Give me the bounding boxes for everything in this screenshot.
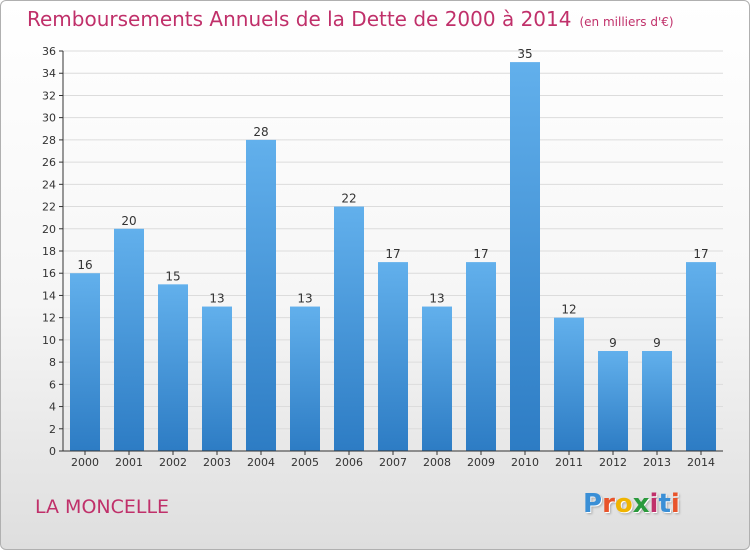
x-tick-label: 2014	[687, 456, 715, 469]
y-tick-label: 34	[42, 67, 56, 80]
x-tick-label: 2008	[423, 456, 451, 469]
bar	[202, 306, 232, 451]
x-tick-label: 2000	[71, 456, 99, 469]
logo-letter: P	[583, 489, 603, 519]
y-tick-label: 10	[42, 334, 56, 347]
bar	[422, 306, 452, 451]
data-label: 17	[693, 247, 708, 261]
data-label: 22	[341, 192, 356, 206]
x-tick-label: 2012	[599, 456, 627, 469]
x-tick-label: 2002	[159, 456, 187, 469]
commune-name: LA MONCELLE	[35, 496, 170, 518]
y-tick-label: 20	[42, 223, 56, 236]
y-tick-label: 32	[42, 89, 56, 102]
logo-letter: o	[614, 489, 633, 519]
y-tick-label: 36	[42, 45, 56, 58]
x-tick-label: 2006	[335, 456, 363, 469]
bar	[642, 351, 672, 451]
bar	[114, 228, 144, 451]
bar	[246, 139, 276, 451]
y-tick-label: 30	[42, 112, 56, 125]
x-tick-label: 2011	[555, 456, 583, 469]
y-tick-label: 4	[49, 401, 56, 414]
logo-letter: i	[670, 489, 680, 519]
logo-letter: i	[649, 489, 659, 519]
y-tick-label: 0	[49, 445, 56, 458]
bar	[334, 206, 364, 451]
y-tick-label: 14	[42, 289, 56, 302]
x-tick-label: 2010	[511, 456, 539, 469]
x-tick-label: 2001	[115, 456, 143, 469]
y-tick-label: 6	[49, 378, 56, 391]
y-tick-label: 8	[49, 356, 56, 369]
x-tick-label: 2013	[643, 456, 671, 469]
data-label: 9	[609, 336, 617, 350]
bar	[70, 273, 100, 451]
unit-subtitle: (en milliers d'€)	[579, 15, 674, 29]
x-tick-label: 2004	[247, 456, 275, 469]
y-tick-label: 26	[42, 156, 56, 169]
data-label: 20	[121, 214, 136, 228]
y-tick-label: 24	[42, 178, 56, 191]
data-label: 17	[473, 247, 488, 261]
title-text: Remboursements Annuels de la Dette de 20…	[27, 7, 572, 31]
bar	[686, 262, 716, 451]
x-tick-label: 2003	[203, 456, 231, 469]
data-label: 13	[429, 292, 444, 306]
bar	[598, 351, 628, 451]
data-label: 15	[165, 269, 180, 283]
data-label: 35	[517, 47, 532, 61]
logo-letter: r	[602, 489, 615, 519]
bar	[378, 262, 408, 451]
y-tick-label: 16	[42, 267, 56, 280]
bar	[554, 317, 584, 451]
bar	[290, 306, 320, 451]
data-label: 17	[385, 247, 400, 261]
y-tick-label: 12	[42, 312, 56, 325]
y-tick-label: 28	[42, 134, 56, 147]
data-label: 28	[253, 125, 268, 139]
x-tick-label: 2005	[291, 456, 319, 469]
data-label: 13	[297, 292, 312, 306]
data-labels: 16 20 15 13 28 13 22 17 13 17 35 12 9 9 17	[77, 47, 708, 350]
data-label: 9	[653, 336, 661, 350]
y-tick-label: 2	[49, 423, 56, 436]
data-label: 12	[561, 303, 576, 317]
y-tick-label: 18	[42, 245, 56, 258]
y-tick-label: 22	[42, 201, 56, 214]
bar	[158, 284, 188, 451]
bars	[70, 62, 716, 451]
bar	[466, 262, 496, 451]
x-tick-label: 2007	[379, 456, 407, 469]
data-label: 16	[77, 258, 92, 272]
chart-title: Remboursements Annuels de la Dette de 20…	[27, 7, 674, 31]
logo-letter: t	[658, 489, 671, 519]
bar	[510, 62, 540, 451]
x-tick-label: 2009	[467, 456, 495, 469]
data-label: 13	[209, 292, 224, 306]
proxiti-logo[interactable]: Proxiti	[583, 489, 680, 519]
logo-letter: x	[632, 489, 650, 519]
